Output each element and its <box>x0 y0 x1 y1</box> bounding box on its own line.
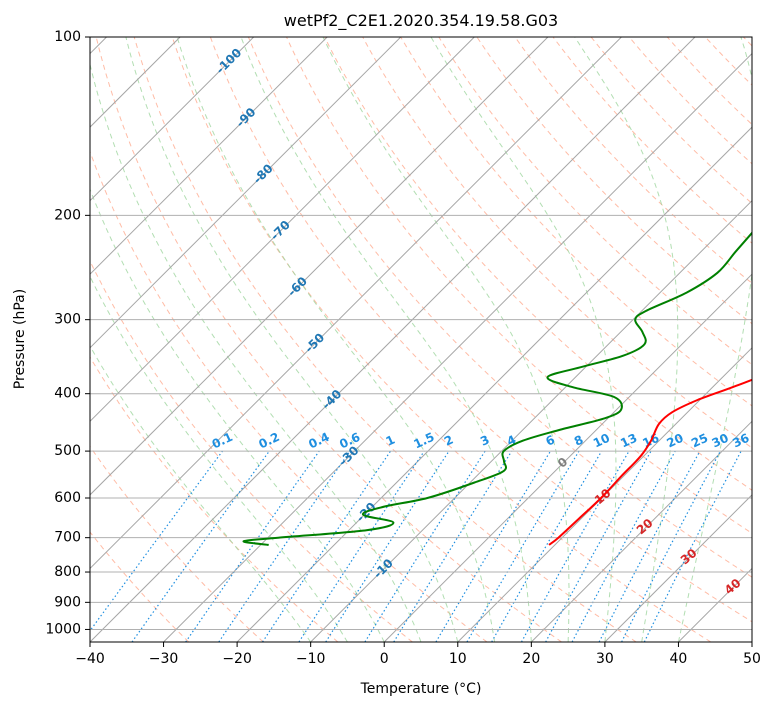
mixing-ratio-line <box>393 450 513 642</box>
dry-adiabat <box>286 37 752 534</box>
dry-adiabat <box>95 37 562 642</box>
moist-adiabat <box>90 62 422 642</box>
y-tick-label: 800 <box>54 564 81 580</box>
mixing-ratio-line <box>185 450 320 642</box>
dry-adiabat <box>438 37 752 366</box>
x-tick-label: −10 <box>296 651 326 667</box>
isotherm <box>90 37 475 423</box>
isotherm <box>90 37 622 570</box>
y-tick-label: 300 <box>54 312 81 328</box>
x-tick-label: −20 <box>222 651 252 667</box>
mixing-ratio-label: 30 <box>710 431 731 451</box>
dry-adiabat <box>209 37 752 623</box>
x-tick-label: 20 <box>522 651 540 667</box>
chart-title: wetPf2_C2E1.2020.354.19.58.G03 <box>284 11 558 31</box>
sounding-profiles <box>242 231 752 546</box>
isotherm <box>530 420 752 642</box>
x-tick-label: 30 <box>596 651 614 667</box>
x-axis-title: Temperature (°C) <box>360 681 482 697</box>
y-tick-label: 1000 <box>45 621 81 637</box>
mixing-ratio-line <box>545 450 652 642</box>
dry-adiabat <box>90 445 264 642</box>
x-tick-label: 10 <box>449 651 467 667</box>
isotherm <box>163 52 752 642</box>
dry-adiabat <box>400 37 752 407</box>
y-tick-label: 400 <box>54 386 81 402</box>
isotherm <box>383 273 752 642</box>
mixing-ratio-line <box>325 450 450 642</box>
moist-adiabat <box>176 37 496 642</box>
y-tick-label: 900 <box>54 594 81 610</box>
mixing-ratio-line <box>131 450 270 642</box>
isotherm <box>90 37 696 642</box>
mixing-ratio-label: 13 <box>618 431 639 451</box>
y-tick-label: 100 <box>54 29 81 45</box>
moist-adiabat <box>90 345 312 642</box>
dry-adiabat <box>247 37 752 578</box>
isotherm <box>236 126 752 642</box>
dry-adiabat <box>90 356 339 642</box>
mixing-ratio-line <box>643 450 742 642</box>
y-tick-label: 500 <box>54 443 81 459</box>
isotherm <box>90 37 255 202</box>
dry-adiabat <box>90 150 488 642</box>
moist-adiabat <box>240 37 532 642</box>
mixing-ratio-line <box>90 450 223 632</box>
mixing-ratio-line <box>218 450 351 642</box>
temperature-profile <box>548 378 752 546</box>
pressure-gridlines <box>90 37 752 630</box>
isotherm <box>310 199 752 642</box>
y-axis-title: Pressure (hPa) <box>12 289 28 389</box>
x-axis-ticks: −40 −30 −20 −10 0 10 20 30 40 50 <box>75 642 761 667</box>
mixing-ratio-line <box>298 450 425 642</box>
plot-frame <box>89 36 753 643</box>
x-tick-label: 0 <box>380 651 389 667</box>
moist-adiabat <box>322 37 570 642</box>
isotherm <box>90 37 402 349</box>
dewpoint-profile <box>242 231 752 546</box>
x-tick-label: 50 <box>743 651 761 667</box>
mixing-ratio-label: 20 <box>665 431 686 451</box>
y-tick-label: 700 <box>54 530 81 546</box>
isotherm <box>457 347 752 642</box>
x-tick-label: −40 <box>75 651 105 667</box>
y-tick-label: 600 <box>54 490 81 506</box>
mixing-ratio-label: 10 <box>591 431 612 451</box>
isotherm <box>90 37 549 496</box>
y-tick-label: 200 <box>54 207 81 223</box>
mixing-ratio-line <box>262 450 392 642</box>
isotherm <box>90 37 328 275</box>
mixing-ratio-line <box>571 450 676 642</box>
moist-adiabat <box>125 37 459 642</box>
isotherm <box>604 494 752 642</box>
y-axis-ticks: 100 200 300 400 500 600 700 800 900 1000 <box>45 29 90 637</box>
dry-adiabat <box>90 531 190 642</box>
moist-adiabat <box>90 188 385 642</box>
mixing-ratio-label: 36 <box>730 431 751 451</box>
dry-adiabat <box>133 37 637 642</box>
moist-adiabat <box>430 37 617 642</box>
moist-adiabat <box>574 37 679 642</box>
background-reference-lines <box>90 37 752 642</box>
x-tick-label: −30 <box>149 651 179 667</box>
moist-adiabat <box>90 275 348 642</box>
dry-adiabat <box>514 37 752 284</box>
x-tick-label: 40 <box>670 651 688 667</box>
mixing-ratio-label: 25 <box>689 431 710 451</box>
